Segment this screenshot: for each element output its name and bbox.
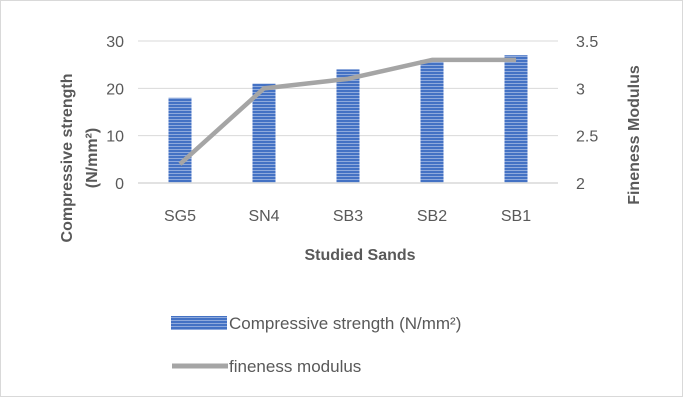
line-series xyxy=(178,57,517,166)
bar-sb1 xyxy=(504,55,528,184)
y-tick-label: 0 xyxy=(115,176,124,193)
legend-label-fineness-modulus: fineness modulus xyxy=(229,357,361,376)
bar-sn4 xyxy=(252,83,276,183)
y-tick-label: 20 xyxy=(106,81,124,98)
y2-axis-title: Fineness Modulus xyxy=(626,65,643,205)
y2-tick-label: 2 xyxy=(576,176,585,193)
y-tick-label: 30 xyxy=(106,34,124,51)
fineness-point-sb1 xyxy=(515,59,517,61)
fineness-point-sb3 xyxy=(347,78,349,80)
y2-axis-ticks: 2 2.5 3 3.5 xyxy=(576,34,598,193)
x-tick-label: SN4 xyxy=(248,208,279,225)
x-tick-label: SG5 xyxy=(164,208,196,225)
y2-tick-label: 3.5 xyxy=(576,34,598,51)
legend: Compressive strength (N/mm²) fineness mo… xyxy=(171,314,461,376)
bar-sg5 xyxy=(168,97,192,183)
y-axis-ticks: 0 10 20 30 xyxy=(106,34,124,193)
bar-sb2 xyxy=(420,59,444,183)
bar-sb3 xyxy=(336,69,360,183)
bar-series xyxy=(168,55,528,184)
fineness-point-sb2 xyxy=(431,59,433,61)
y-axis-title-line2: (N/mm²) xyxy=(84,128,101,188)
fineness-point-sn4 xyxy=(263,87,265,89)
fineness-point-sg5 xyxy=(179,163,181,165)
x-tick-label: SB2 xyxy=(417,208,447,225)
legend-label-compressive-strength: Compressive strength (N/mm²) xyxy=(229,314,461,333)
x-axis-title: Studied Sands xyxy=(304,247,415,264)
y-axis-title-line1: Compressive strength xyxy=(59,74,76,243)
x-tick-label: SB3 xyxy=(333,208,363,225)
legend-swatch-compressive-strength xyxy=(171,316,227,330)
y2-tick-label: 2.5 xyxy=(576,129,598,146)
y2-tick-label: 3 xyxy=(576,81,585,98)
y-tick-label: 10 xyxy=(106,129,124,146)
x-axis-ticks: SG5 SN4 SB3 SB2 SB1 xyxy=(164,208,531,225)
x-tick-label: SB1 xyxy=(501,208,531,225)
